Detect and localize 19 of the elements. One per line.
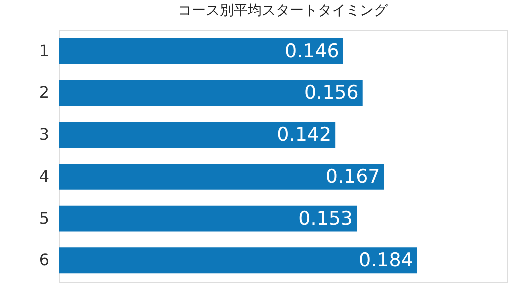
bar	[59, 206, 358, 232]
bar	[59, 38, 344, 64]
bar	[59, 248, 418, 274]
data-label: 0.156	[304, 82, 359, 104]
y-tick-label: 1	[39, 41, 50, 60]
data-label: 0.167	[326, 166, 380, 188]
data-label: 0.153	[298, 208, 354, 230]
y-tick-label: 5	[39, 208, 50, 228]
data-label: 0.146	[284, 40, 340, 62]
data-label: 0.142	[277, 124, 332, 146]
bar	[59, 80, 363, 106]
y-tick-label: 6	[39, 250, 50, 270]
chart-title: コース別平均スタートタイミング	[178, 3, 389, 19]
bar	[59, 164, 384, 190]
y-tick-label: 4	[39, 166, 50, 186]
y-tick-label: 3	[39, 125, 50, 144]
data-label: 0.184	[358, 250, 414, 272]
bar	[59, 122, 336, 148]
y-tick-label: 2	[39, 83, 50, 102]
